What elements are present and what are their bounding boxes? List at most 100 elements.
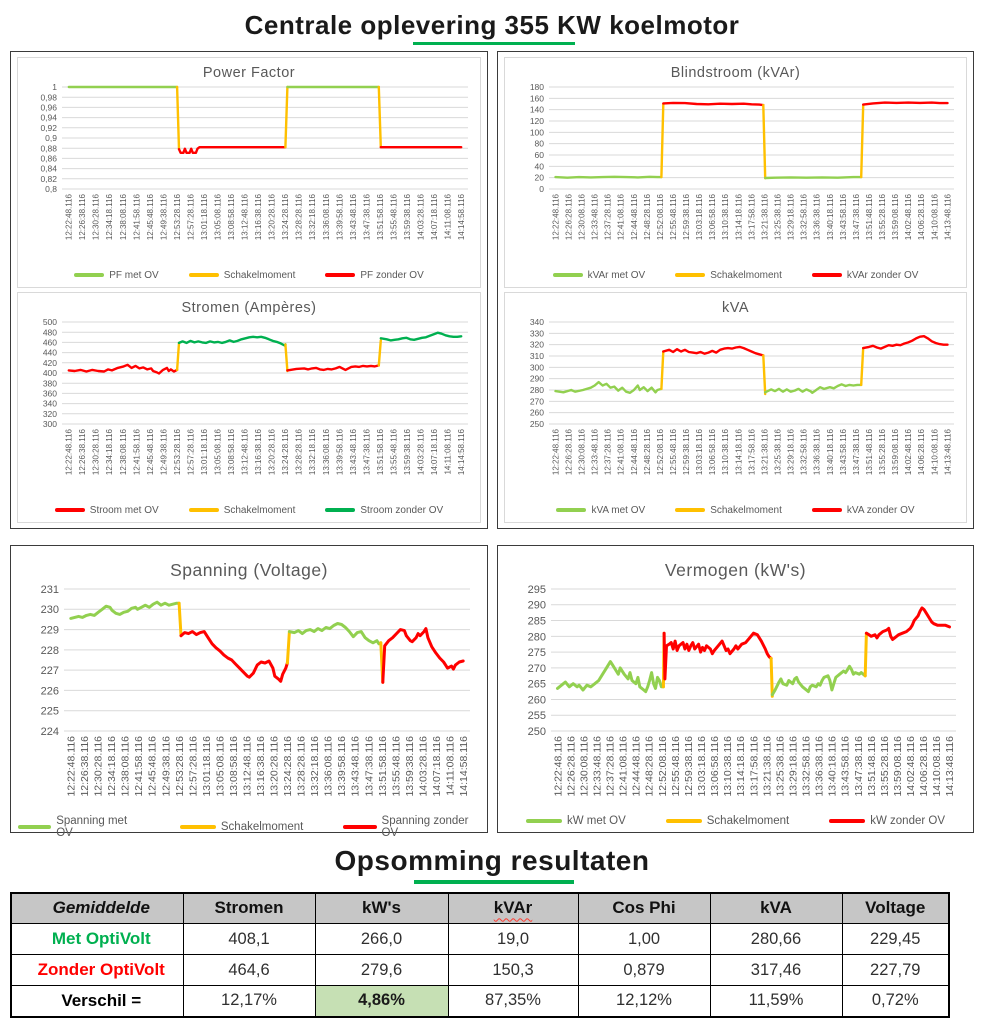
chart-title: Vermogen (kW's) xyxy=(664,560,807,580)
chart-plot-area: 340 330 320 310 300 290 280 270 260 250 12:22:48.1… xyxy=(509,317,962,492)
legend-item: Schakelmoment xyxy=(188,505,295,516)
table-row-verschil: Verschil = 12,17% 4,86% 87,35% 12,12% 11… xyxy=(10,985,950,1017)
svg-text:250: 250 xyxy=(528,726,546,738)
svg-text:12:53:28.116: 12:53:28.116 xyxy=(174,736,186,797)
svg-text:360: 360 xyxy=(43,388,57,398)
svg-text:13:39:58.116: 13:39:58.116 xyxy=(335,193,344,240)
svg-text:12:26:28.116: 12:26:28.116 xyxy=(564,428,573,475)
legend-item: Stroom met OV xyxy=(54,505,159,516)
legend-label: Schakelmoment xyxy=(220,821,304,833)
legend-line-swatch xyxy=(325,273,356,277)
bottom-charts-row: Spanning (Voltage) 231 230 229 228 227 226 225… xyxy=(10,545,974,839)
svg-text:12:26:38.116: 12:26:38.116 xyxy=(78,193,87,240)
svg-text:12:41:08.116: 12:41:08.116 xyxy=(617,193,626,240)
svg-text:13:29:18.116: 13:29:18.116 xyxy=(787,428,796,475)
cell-zonder-voltage: 227,79 xyxy=(841,954,950,986)
svg-text:14:02:48.116: 14:02:48.116 xyxy=(904,193,913,240)
cell-zonder-cosphi: 0,879 xyxy=(577,954,711,986)
table-row-met-optivolt: Met OptiVolt 408,1 266,0 19,0 1,00 280,6… xyxy=(10,923,950,955)
svg-text:13:03:18.116: 13:03:18.116 xyxy=(695,193,704,240)
svg-text:13:51:58.116: 13:51:58.116 xyxy=(376,193,385,240)
chart-legend: Spanning met OV Schakelmoment Spanning zon… xyxy=(18,815,480,839)
svg-text:225: 225 xyxy=(41,706,59,718)
svg-text:13:08:58.116: 13:08:58.116 xyxy=(227,193,236,240)
svg-text:14:06:28.116: 14:06:28.116 xyxy=(917,428,926,475)
legend-line-swatch xyxy=(525,818,562,824)
svg-text:13:55:28.116: 13:55:28.116 xyxy=(879,736,891,797)
svg-text:12:41:08.116: 12:41:08.116 xyxy=(618,736,630,797)
svg-text:12:55:48.116: 12:55:48.116 xyxy=(670,736,682,797)
svg-text:13:17:58.116: 13:17:58.116 xyxy=(747,193,756,240)
svg-text:1: 1 xyxy=(52,83,57,92)
svg-text:13:24:28.116: 13:24:28.116 xyxy=(281,428,290,475)
svg-text:13:12:48.116: 13:12:48.116 xyxy=(241,736,253,797)
svg-text:12:22:48.116: 12:22:48.116 xyxy=(65,428,74,475)
svg-text:460: 460 xyxy=(43,337,57,347)
svg-text:13:32:18.116: 13:32:18.116 xyxy=(308,428,317,475)
page-title: Centrale oplevering 355 KW koelmotor xyxy=(244,10,740,40)
svg-text:340: 340 xyxy=(43,399,57,409)
svg-text:12:33:48.116: 12:33:48.116 xyxy=(591,428,600,475)
svg-text:13:51:48.116: 13:51:48.116 xyxy=(865,428,874,475)
svg-text:228: 228 xyxy=(41,645,59,657)
svg-text:13:24:28.116: 13:24:28.116 xyxy=(281,193,290,240)
svg-text:290: 290 xyxy=(528,600,546,612)
chart-panel-kva: kVA 340 330 320 310 300 290 280 270 260 250 12:22:… xyxy=(504,292,967,523)
svg-text:13:08:58.116: 13:08:58.116 xyxy=(227,428,236,475)
svg-text:13:29:18.116: 13:29:18.116 xyxy=(787,193,796,240)
cell-met-kvar: 19,0 xyxy=(447,923,579,955)
cell-met-stromen: 408,1 xyxy=(182,923,316,955)
svg-text:229: 229 xyxy=(41,625,59,637)
header-stromen: Stromen xyxy=(182,892,316,924)
chart-plot-area: 500 480 460 440 420 400 380 360 340 320 300 12:22:4… xyxy=(22,317,476,492)
svg-text:12:41:58.116: 12:41:58.116 xyxy=(133,736,145,797)
svg-text:280: 280 xyxy=(530,385,544,395)
chart-title: Spanning (Voltage) xyxy=(170,560,328,580)
svg-text:13:51:58.116: 13:51:58.116 xyxy=(377,736,389,797)
svg-text:13:36:08.116: 13:36:08.116 xyxy=(322,193,331,240)
svg-text:100: 100 xyxy=(530,127,544,137)
row-label-zonder-optivolt: Zonder OptiVolt xyxy=(10,954,184,986)
legend-line-swatch xyxy=(811,508,842,512)
svg-text:12:57:28.116: 12:57:28.116 xyxy=(186,193,195,240)
svg-text:13:01:18.116: 13:01:18.116 xyxy=(200,428,209,475)
svg-text:12:48:28.116: 12:48:28.116 xyxy=(643,428,652,475)
row-label-met-optivolt: Met OptiVolt xyxy=(10,923,184,955)
svg-text:13:16:38.116: 13:16:38.116 xyxy=(254,193,263,240)
legend-item: kVA met OV xyxy=(556,505,645,516)
summary-title: Opsomming resultaten xyxy=(334,845,650,876)
chart-panel-blindstroom: Blindstroom (kVAr) 180 160 140 120 100 80 60 40… xyxy=(504,57,967,288)
legend-item: kVAr met OV xyxy=(552,270,645,281)
svg-text:13:03:18.116: 13:03:18.116 xyxy=(696,736,708,797)
header-gemiddelde: Gemiddelde xyxy=(10,892,184,924)
svg-text:12:49:38.116: 12:49:38.116 xyxy=(159,428,168,475)
svg-text:13:51:58.116: 13:51:58.116 xyxy=(376,428,385,475)
svg-text:255: 255 xyxy=(528,710,546,722)
svg-text:12:30:08.116: 12:30:08.116 xyxy=(578,428,587,475)
top-right-chart-box: Blindstroom (kVAr) 180 160 140 120 100 80 60 40… xyxy=(497,51,974,529)
svg-text:13:36:08.116: 13:36:08.116 xyxy=(323,736,335,797)
svg-text:14:03:28.116: 14:03:28.116 xyxy=(417,428,426,475)
legend-line-swatch xyxy=(325,508,356,512)
svg-text:13:25:38.116: 13:25:38.116 xyxy=(774,193,783,240)
chart-title: kVA xyxy=(721,300,750,316)
svg-text:13:20:28.116: 13:20:28.116 xyxy=(268,193,277,240)
svg-text:12:22:48.116: 12:22:48.116 xyxy=(551,428,560,475)
svg-text:13:17:58.116: 13:17:58.116 xyxy=(747,428,756,475)
svg-text:13:05:08.116: 13:05:08.116 xyxy=(214,428,223,475)
table-header-row: Gemiddelde Stromen kW's kVAr Cos Phi kVA… xyxy=(10,892,950,924)
legend-item: Stroom zonder OV xyxy=(325,505,443,516)
svg-text:0,92: 0,92 xyxy=(40,123,57,133)
svg-text:140: 140 xyxy=(530,105,544,115)
svg-text:13:47:38.116: 13:47:38.116 xyxy=(362,193,371,240)
svg-text:13:43:58.116: 13:43:58.116 xyxy=(839,193,848,240)
svg-text:12:22:48.116: 12:22:48.116 xyxy=(551,193,560,240)
svg-text:20: 20 xyxy=(535,173,545,183)
svg-text:12:38:08.116: 12:38:08.116 xyxy=(120,736,132,797)
svg-text:14:11:08.116: 14:11:08.116 xyxy=(444,736,456,796)
svg-text:13:21:38.116: 13:21:38.116 xyxy=(760,193,769,240)
header-kvar: kVAr xyxy=(447,892,579,924)
svg-text:13:43:58.116: 13:43:58.116 xyxy=(840,736,852,797)
svg-text:12:57:28.116: 12:57:28.116 xyxy=(186,428,195,475)
chart-panel-stromen: Stromen (Ampères) 500 480 460 440 420 400 380 3… xyxy=(17,292,481,523)
